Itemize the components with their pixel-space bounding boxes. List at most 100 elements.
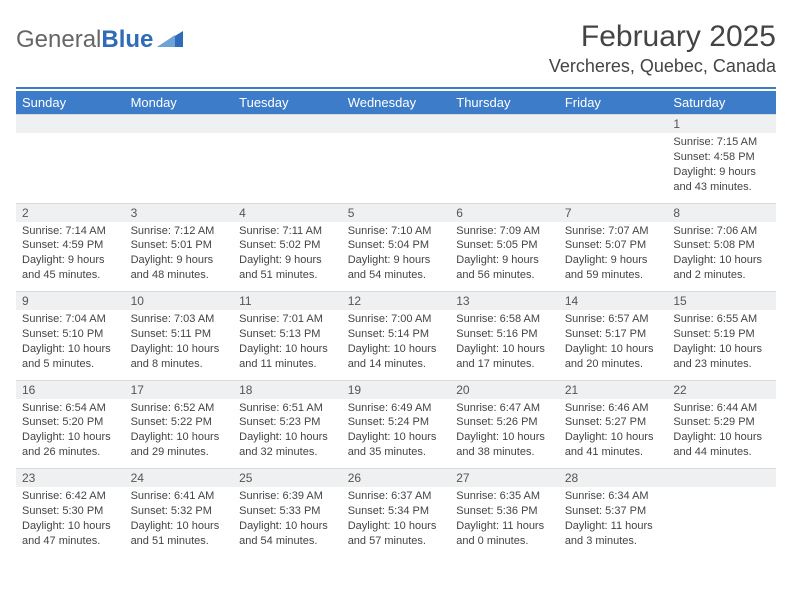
detail-line: and 0 minutes. [456,534,553,549]
detail-line: Sunset: 5:34 PM [348,504,445,519]
detail-line: Sunrise: 7:14 AM [22,224,119,239]
detail-line: Daylight: 10 hours [565,342,662,357]
day-details-cell: Sunrise: 7:15 AMSunset: 4:58 PMDaylight:… [667,133,776,203]
detail-line: Daylight: 10 hours [131,430,228,445]
detail-line: Sunrise: 6:47 AM [456,401,553,416]
detail-line: Sunset: 5:04 PM [348,238,445,253]
detail-line: and 48 minutes. [131,268,228,283]
detail-line: Sunrise: 6:46 AM [565,401,662,416]
detail-line: Sunset: 5:02 PM [239,238,336,253]
day-number-cell: 21 [559,380,668,399]
day-details-cell [125,133,234,203]
weekday-header: Saturday [667,91,776,115]
detail-line: Sunset: 4:58 PM [673,150,770,165]
detail-line: Sunset: 5:23 PM [239,415,336,430]
day-number-cell [233,115,342,134]
day-details-cell: Sunrise: 6:35 AMSunset: 5:36 PMDaylight:… [450,487,559,557]
detail-line: and 5 minutes. [22,357,119,372]
day-number-cell: 6 [450,203,559,222]
day-details-cell [342,133,451,203]
detail-line: Daylight: 10 hours [131,342,228,357]
day-details-cell: Sunrise: 6:37 AMSunset: 5:34 PMDaylight:… [342,487,451,557]
detail-line: Daylight: 10 hours [22,519,119,534]
day-details-row: Sunrise: 6:54 AMSunset: 5:20 PMDaylight:… [16,399,776,469]
detail-line: and 29 minutes. [131,445,228,460]
detail-line: and 14 minutes. [348,357,445,372]
day-number-cell: 11 [233,292,342,311]
day-number-row: 232425262728 [16,469,776,488]
weekday-header: Thursday [450,91,559,115]
day-number-cell [125,115,234,134]
detail-line: Sunset: 5:17 PM [565,327,662,342]
month-title: February 2025 [549,20,776,54]
detail-line: Daylight: 10 hours [239,430,336,445]
day-number-cell: 20 [450,380,559,399]
detail-line: Sunrise: 7:00 AM [348,312,445,327]
day-number-cell: 13 [450,292,559,311]
detail-line: Sunrise: 7:15 AM [673,135,770,150]
detail-line: and 26 minutes. [22,445,119,460]
weekday-header-row: Sunday Monday Tuesday Wednesday Thursday… [16,91,776,115]
detail-line: Sunset: 5:22 PM [131,415,228,430]
detail-line: Daylight: 9 hours [348,253,445,268]
detail-line: Sunrise: 7:09 AM [456,224,553,239]
title-block: February 2025 Vercheres, Quebec, Canada [549,20,776,77]
day-number-cell: 23 [16,469,125,488]
detail-line: Daylight: 10 hours [348,519,445,534]
detail-line: Daylight: 10 hours [348,342,445,357]
detail-line: Daylight: 10 hours [565,430,662,445]
day-number-cell: 19 [342,380,451,399]
detail-line: Sunrise: 7:04 AM [22,312,119,327]
detail-line: Daylight: 10 hours [131,519,228,534]
detail-line: Sunrise: 6:39 AM [239,489,336,504]
detail-line: Daylight: 11 hours [565,519,662,534]
day-details-cell: Sunrise: 7:04 AMSunset: 5:10 PMDaylight:… [16,310,125,380]
day-number-cell: 16 [16,380,125,399]
day-number-cell: 18 [233,380,342,399]
day-details-cell: Sunrise: 6:46 AMSunset: 5:27 PMDaylight:… [559,399,668,469]
day-details-cell: Sunrise: 7:10 AMSunset: 5:04 PMDaylight:… [342,222,451,292]
day-number-cell: 9 [16,292,125,311]
detail-line: Sunrise: 6:34 AM [565,489,662,504]
detail-line: Sunrise: 7:07 AM [565,224,662,239]
day-number-cell: 4 [233,203,342,222]
detail-line: Daylight: 10 hours [22,430,119,445]
detail-line: Sunrise: 6:49 AM [348,401,445,416]
day-details-cell: Sunrise: 6:41 AMSunset: 5:32 PMDaylight:… [125,487,234,557]
detail-line: Daylight: 9 hours [239,253,336,268]
brand-part2: Blue [101,26,153,54]
day-details-cell: Sunrise: 6:54 AMSunset: 5:20 PMDaylight:… [16,399,125,469]
detail-line: Sunrise: 6:57 AM [565,312,662,327]
day-number-cell: 7 [559,203,668,222]
detail-line: Daylight: 11 hours [456,519,553,534]
detail-line: and 45 minutes. [22,268,119,283]
detail-line: Sunset: 5:11 PM [131,327,228,342]
detail-line: Sunrise: 6:58 AM [456,312,553,327]
detail-line: and 8 minutes. [131,357,228,372]
detail-line: Sunrise: 6:41 AM [131,489,228,504]
day-details-cell: Sunrise: 7:01 AMSunset: 5:13 PMDaylight:… [233,310,342,380]
day-number-cell: 28 [559,469,668,488]
day-details-cell: Sunrise: 7:00 AMSunset: 5:14 PMDaylight:… [342,310,451,380]
detail-line: Daylight: 9 hours [565,253,662,268]
day-details-cell: Sunrise: 7:09 AMSunset: 5:05 PMDaylight:… [450,222,559,292]
day-details-cell [667,487,776,557]
detail-line: and 41 minutes. [565,445,662,460]
detail-line: Sunrise: 7:10 AM [348,224,445,239]
day-details-cell: Sunrise: 6:58 AMSunset: 5:16 PMDaylight:… [450,310,559,380]
day-number-cell: 25 [233,469,342,488]
detail-line: and 54 minutes. [239,534,336,549]
day-details-cell: Sunrise: 7:12 AMSunset: 5:01 PMDaylight:… [125,222,234,292]
day-details-cell: Sunrise: 7:03 AMSunset: 5:11 PMDaylight:… [125,310,234,380]
day-details-cell: Sunrise: 6:55 AMSunset: 5:19 PMDaylight:… [667,310,776,380]
detail-line: Sunrise: 7:11 AM [239,224,336,239]
detail-line: Sunset: 5:19 PM [673,327,770,342]
detail-line: Daylight: 10 hours [673,342,770,357]
day-details-cell: Sunrise: 6:44 AMSunset: 5:29 PMDaylight:… [667,399,776,469]
day-number-cell: 15 [667,292,776,311]
day-details-cell [450,133,559,203]
detail-line: Sunrise: 6:37 AM [348,489,445,504]
detail-line: and 51 minutes. [131,534,228,549]
day-number-row: 16171819202122 [16,380,776,399]
day-number-cell [450,115,559,134]
